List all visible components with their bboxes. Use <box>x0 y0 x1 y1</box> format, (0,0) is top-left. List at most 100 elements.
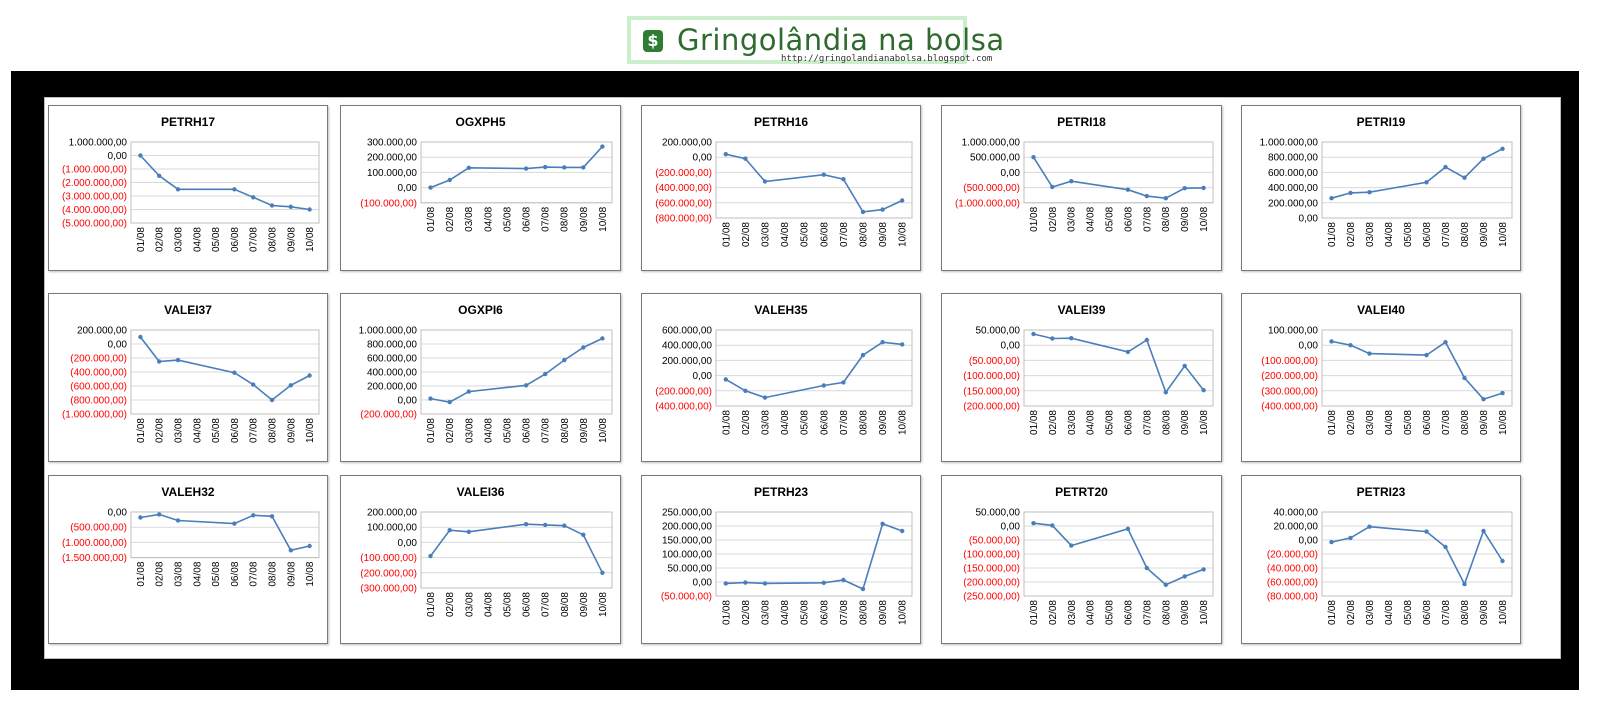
data-point <box>307 373 312 378</box>
y-tick-label: 100.000,00 <box>367 168 417 179</box>
chart-title: PETRI19 <box>1357 115 1406 129</box>
x-tick-label: 02/08 <box>1048 600 1059 625</box>
series-line <box>140 513 310 552</box>
x-tick-label: 06/08 <box>1422 410 1433 435</box>
x-tick-label: 02/08 <box>1048 206 1059 231</box>
data-point <box>743 156 748 161</box>
x-tick-label: 09/08 <box>878 600 889 625</box>
data-point <box>138 334 143 340</box>
x-tick-label: 07/08 <box>541 418 552 443</box>
data-point <box>900 528 905 534</box>
line-chart: OGXPH5 300.000,00 200.000,00 100.000,00 0,00… <box>360 115 613 232</box>
x-tick-label: 07/08 <box>839 410 850 435</box>
blog-logo[interactable]: $ Gringolândia na bolsa http://gringolan… <box>627 16 1004 64</box>
data-point <box>562 165 567 170</box>
data-point <box>232 187 237 192</box>
x-tick-label: 10/08 <box>598 592 609 617</box>
data-point <box>466 389 471 394</box>
x-tick-label: 01/08 <box>426 592 437 617</box>
data-point <box>1348 190 1353 196</box>
data-point <box>269 397 275 403</box>
x-tick-label: 05/08 <box>800 600 811 625</box>
y-tick-label: (200.000,00) <box>70 354 127 365</box>
data-point <box>1500 390 1505 396</box>
x-tick-label: 03/08 <box>1067 600 1078 625</box>
y-tick-label: (1.000.000,00) <box>955 198 1020 209</box>
x-tick-label: 09/08 <box>286 561 297 586</box>
y-tick-label: (60.000,00) <box>1267 578 1318 589</box>
x-tick-label: 03/08 <box>174 561 185 586</box>
x-tick-label: 04/08 <box>483 418 494 443</box>
x-tick-label: 04/08 <box>192 418 203 443</box>
data-point <box>1424 352 1429 358</box>
data-point <box>860 209 866 215</box>
x-tick-label: 10/08 <box>898 410 909 435</box>
data-point <box>860 586 866 592</box>
y-tick-label: (500.000,00) <box>70 523 127 534</box>
x-tick-label: 04/08 <box>780 600 791 625</box>
x-tick-label: 03/08 <box>174 227 185 252</box>
x-tick-label: 05/08 <box>502 418 513 443</box>
y-tick-label: 200.000,00 <box>662 522 712 533</box>
x-tick-label: 05/08 <box>211 561 222 586</box>
y-tick-label: 200.000,00 <box>367 508 417 519</box>
y-tick-label: (3.000.000,00) <box>62 192 127 203</box>
data-point <box>447 399 452 405</box>
x-tick-label: 07/08 <box>249 561 260 586</box>
x-tick-label: 04/08 <box>483 592 494 617</box>
series-line <box>1033 333 1205 395</box>
y-tick-label: (200.000,00) <box>963 578 1020 589</box>
data-point <box>860 352 866 358</box>
data-point <box>157 359 162 364</box>
y-tick-label: 400.000,00 <box>367 368 417 379</box>
chart-panel-petri19: PETRI19 1.000.000,00 800.000,00 600.000,00 4… <box>1241 105 1521 271</box>
x-tick-label: 03/08 <box>1365 222 1376 247</box>
data-point <box>1163 390 1168 395</box>
x-tick-label: 02/08 <box>1048 410 1059 435</box>
x-tick-label: 03/08 <box>1365 410 1376 435</box>
y-tick-label: (600.000,00) <box>70 382 127 393</box>
y-tick-label: 100.000,00 <box>367 523 417 534</box>
y-tick-label: 0,00 <box>1299 341 1319 352</box>
x-tick-label: 05/08 <box>1105 410 1116 435</box>
y-tick-label: (80.000,00) <box>1267 592 1318 603</box>
y-tick-label: (20.000,00) <box>1267 550 1318 561</box>
x-tick-label: 05/08 <box>502 592 513 617</box>
data-point <box>288 548 293 553</box>
x-tick-label: 09/08 <box>286 418 297 443</box>
y-tick-label: (400.000,00) <box>1261 402 1318 413</box>
data-point <box>232 521 237 526</box>
x-tick-label: 01/08 <box>1029 206 1040 231</box>
y-tick-label: (200.000,00) <box>360 568 417 579</box>
data-point <box>1163 196 1168 201</box>
y-tick-label: 150.000,00 <box>662 536 712 547</box>
x-tick-label: 08/08 <box>859 222 870 247</box>
x-tick-label: 06/08 <box>230 227 241 252</box>
chart-title: PETRI18 <box>1057 115 1106 129</box>
x-tick-label: 10/08 <box>1498 410 1509 435</box>
logo-text: Gringolândia na bolsa <box>677 23 1005 57</box>
x-tick-label: 02/08 <box>741 222 752 247</box>
data-point <box>1050 336 1055 341</box>
data-point <box>269 203 275 208</box>
data-point <box>821 580 826 585</box>
x-tick-label: 08/08 <box>859 600 870 625</box>
line-chart: PETRI19 1.000.000,00 800.000,00 600.000,00 4… <box>1260 115 1513 247</box>
x-tick-label: 01/08 <box>426 206 437 231</box>
logo-url[interactable]: http://gringolandianabolsa.blogspot.com <box>781 54 993 64</box>
plot-area <box>715 329 913 407</box>
data-point <box>138 515 143 520</box>
y-tick-label: (100.000,00) <box>963 371 1020 382</box>
y-tick-label: 200.000,00 <box>367 153 417 164</box>
x-tick-label: 04/08 <box>192 561 203 586</box>
x-tick-label: 10/08 <box>1199 206 1210 231</box>
series-line <box>725 341 903 399</box>
y-tick-label: 0,00 <box>108 340 128 351</box>
data-point <box>523 166 529 171</box>
data-point <box>1050 184 1055 190</box>
x-tick-label: 08/08 <box>1161 600 1172 625</box>
y-tick-label: (1.000.000,00) <box>62 538 127 549</box>
data-point <box>1500 558 1505 564</box>
y-tick-label: (400.000,00) <box>655 402 712 413</box>
data-point <box>232 370 237 375</box>
